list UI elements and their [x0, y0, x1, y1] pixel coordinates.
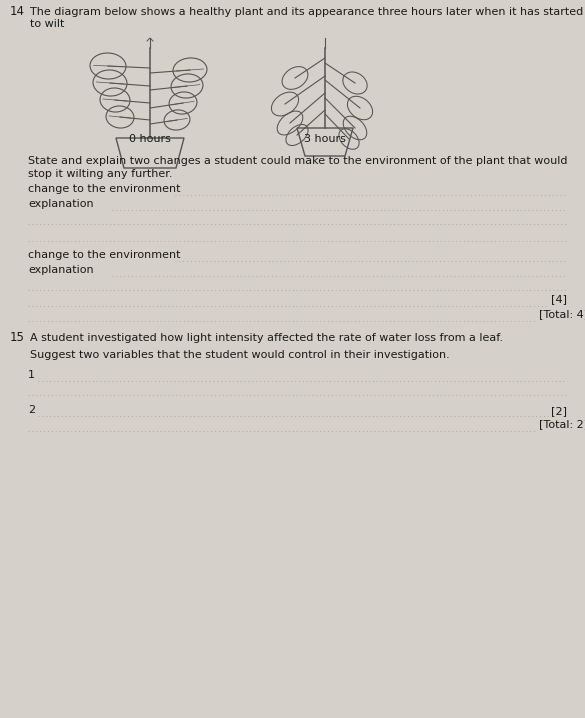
Text: explanation: explanation: [28, 265, 94, 275]
Text: 1: 1: [28, 370, 35, 380]
Text: explanation: explanation: [28, 199, 94, 209]
Text: 2: 2: [28, 405, 35, 415]
Text: 3 hours: 3 hours: [304, 134, 346, 144]
Text: [4]: [4]: [551, 294, 567, 304]
Text: 14: 14: [10, 5, 25, 18]
Text: stop it wilting any further.: stop it wilting any further.: [28, 169, 173, 179]
Text: change to the environment: change to the environment: [28, 250, 181, 260]
Text: change to the environment: change to the environment: [28, 184, 181, 194]
Text: to wilt: to wilt: [30, 19, 64, 29]
Text: State and explain ​two​ changes a student could make to the environment of the p: State and explain ​two​ changes a studen…: [28, 156, 567, 166]
Text: 0 hours: 0 hours: [129, 134, 171, 144]
Text: The diagram below shows a healthy plant and its appearance three hours later whe: The diagram below shows a healthy plant …: [30, 7, 583, 17]
Text: 15: 15: [10, 331, 25, 344]
Text: Suggest ​two​ variables that the student would control in their investigation.: Suggest ​two​ variables that the student…: [30, 350, 450, 360]
Text: [2]: [2]: [551, 406, 567, 416]
Text: [Total: 4]: [Total: 4]: [539, 309, 585, 319]
Text: [Total: 2]: [Total: 2]: [539, 419, 585, 429]
Text: A student investigated how light intensity affected the rate of water loss from : A student investigated how light intensi…: [30, 333, 503, 343]
